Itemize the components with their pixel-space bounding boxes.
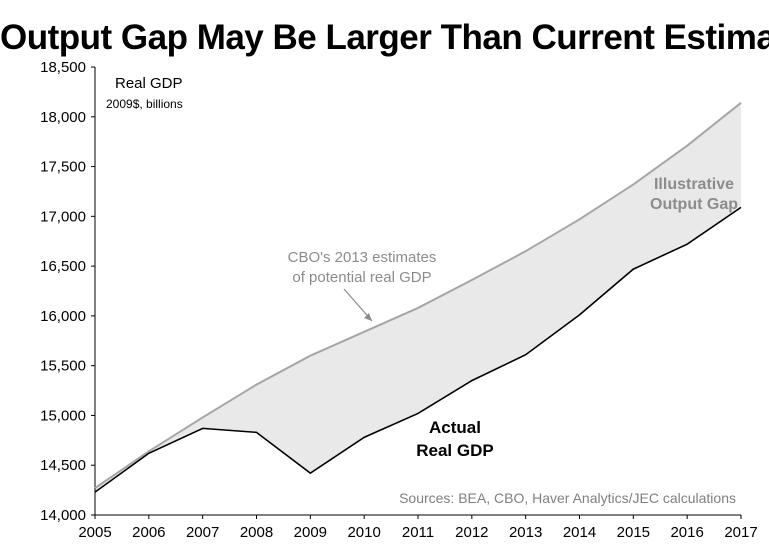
y-axis-units: 2009$, billions xyxy=(106,97,183,111)
x-tick-label: 2014 xyxy=(563,524,596,541)
y-tick-label: 14,500 xyxy=(40,457,86,474)
x-tick-label: 2012 xyxy=(455,524,488,541)
potential-label-line2: of potential real GDP xyxy=(292,269,431,286)
y-axis-title: Real GDP xyxy=(115,75,183,92)
x-tick-label: 2008 xyxy=(240,524,273,541)
x-tick-label: 2011 xyxy=(402,524,434,541)
output-gap-area xyxy=(95,102,741,493)
y-tick-label: 17,500 xyxy=(40,159,86,176)
series-line-actual xyxy=(94,206,742,493)
x-tick-label: 2013 xyxy=(509,524,542,541)
gap-label-line2: Output Gap xyxy=(650,196,738,213)
source-note: Sources: BEA, CBO, Haver Analytics/JEC c… xyxy=(399,490,736,506)
y-tick-label: 14,000 xyxy=(40,507,86,524)
y-tick-label: 17,000 xyxy=(40,208,86,225)
x-tick-label: 2017 xyxy=(724,524,757,541)
x-tick-label: 2015 xyxy=(617,524,650,541)
y-tick-label: 16,500 xyxy=(40,258,86,275)
x-tick-label: 2006 xyxy=(132,524,165,541)
y-tick-label: 15,000 xyxy=(40,407,86,424)
series-line-potential xyxy=(94,102,742,489)
y-tick-label: 18,500 xyxy=(40,59,86,76)
chart-area-group xyxy=(95,102,741,493)
x-tick-label: 2010 xyxy=(347,524,380,541)
chart-lines-group xyxy=(94,102,742,493)
x-tick-label: 2009 xyxy=(294,524,327,541)
chart-title: Output Gap May Be Larger Than Current Es… xyxy=(0,18,769,57)
y-tick-label: 16,000 xyxy=(40,308,86,325)
x-tick-label: 2005 xyxy=(78,524,111,541)
y-tick-label: 18,000 xyxy=(40,109,86,126)
y-tick-label: 15,500 xyxy=(40,358,86,375)
chart-ticks-group: 14,000 14,500 15,000 15,500 16,000 16,500 17,0… xyxy=(40,59,758,541)
x-tick-label: 2016 xyxy=(670,524,703,541)
potential-label-arrowhead xyxy=(364,313,372,321)
x-tick-label: 2007 xyxy=(186,524,219,541)
actual-label-line1: Actual xyxy=(429,418,481,437)
potential-label-line1: CBO's 2013 estimates xyxy=(288,249,437,266)
gap-label-line1: Illustrative xyxy=(654,176,734,193)
actual-label-line2: Real GDP xyxy=(416,441,493,460)
